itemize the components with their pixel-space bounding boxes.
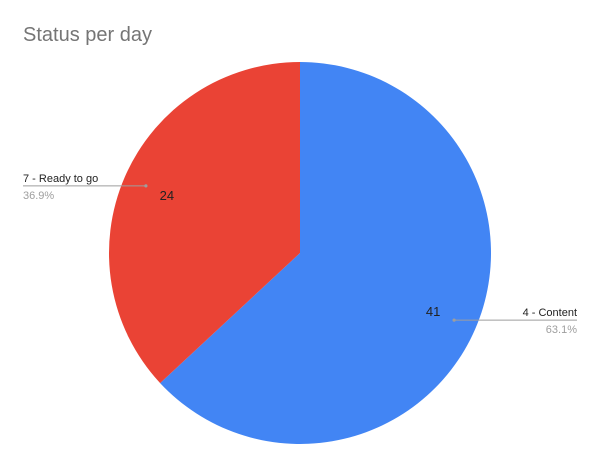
pie-slice-4-content [160,62,491,445]
slice-value-4-content: 41 [426,304,440,319]
slice-label-4-content: 4 - Content [523,307,577,319]
slice-label-7-ready-to-go: 7 - Ready to go [23,173,98,185]
slice-value-7-ready-to-go: 24 [160,188,174,203]
chart-title: Status per day [23,24,152,46]
slice-percent-4-content: 63.1% [546,324,577,336]
slice-percent-7-ready-to-go: 36.9% [23,190,54,202]
pie-slice-7-ready-to-go [108,62,300,384]
